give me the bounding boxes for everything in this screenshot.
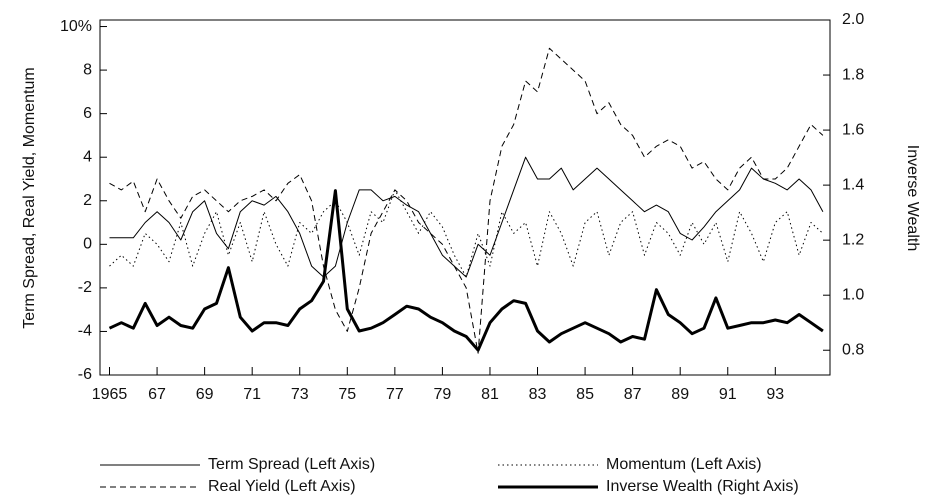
y2-tick-label: 1.8 xyxy=(842,66,864,83)
x-tick-label: 67 xyxy=(148,386,166,403)
x-tick-label: 79 xyxy=(434,386,452,403)
y-tick-label: 2 xyxy=(83,192,92,209)
y2-tick-label: 1.0 xyxy=(842,286,864,303)
y-tick-label: -4 xyxy=(78,323,92,340)
y2-tick-label: 2.0 xyxy=(842,11,864,28)
x-tick-label: 75 xyxy=(338,386,356,403)
legend-label: Inverse Wealth (Right Axis) xyxy=(606,478,799,495)
y-tick-label: -6 xyxy=(78,366,92,383)
y2-axis-label: Inverse Wealth xyxy=(904,145,921,251)
plot-frame xyxy=(99,19,831,376)
x-tick-label: 91 xyxy=(719,386,737,403)
y-tick-label: 6 xyxy=(83,105,92,122)
y2-tick-label: 1.2 xyxy=(842,231,864,248)
legend-label: Real Yield (Left Axis) xyxy=(208,478,356,495)
x-tick-label: 85 xyxy=(576,386,594,403)
y2-tick-label: 1.4 xyxy=(842,176,864,193)
y-tick-label: 10% xyxy=(60,18,92,35)
x-tick-label: 77 xyxy=(386,386,404,403)
y-tick-label: 8 xyxy=(83,61,92,78)
x-tick-label: 81 xyxy=(481,386,499,403)
x-tick-label: 93 xyxy=(766,386,784,403)
x-tick-label: 89 xyxy=(671,386,689,403)
y-tick-label: -2 xyxy=(78,279,92,296)
x-tick-label: 1965 xyxy=(92,386,128,403)
x-tick-label: 69 xyxy=(196,386,214,403)
y2-tick-label: 0.8 xyxy=(842,341,864,358)
y-tick-label: 0 xyxy=(83,236,92,253)
series-line xyxy=(109,156,824,278)
x-tick-label: 87 xyxy=(624,386,642,403)
y-axis-label: Term Spread, Real Yield, Momentum xyxy=(21,67,38,328)
series-line xyxy=(108,189,824,352)
x-tick-label: 71 xyxy=(243,386,261,403)
x-tick-label: 73 xyxy=(291,386,309,403)
legend-label: Term Spread (Left Axis) xyxy=(208,456,375,473)
y-tick-label: 4 xyxy=(83,148,92,165)
x-tick-label: 83 xyxy=(529,386,547,403)
legend-label: Momentum (Left Axis) xyxy=(606,456,762,473)
y2-tick-label: 1.6 xyxy=(842,121,864,138)
series-line xyxy=(109,47,824,354)
